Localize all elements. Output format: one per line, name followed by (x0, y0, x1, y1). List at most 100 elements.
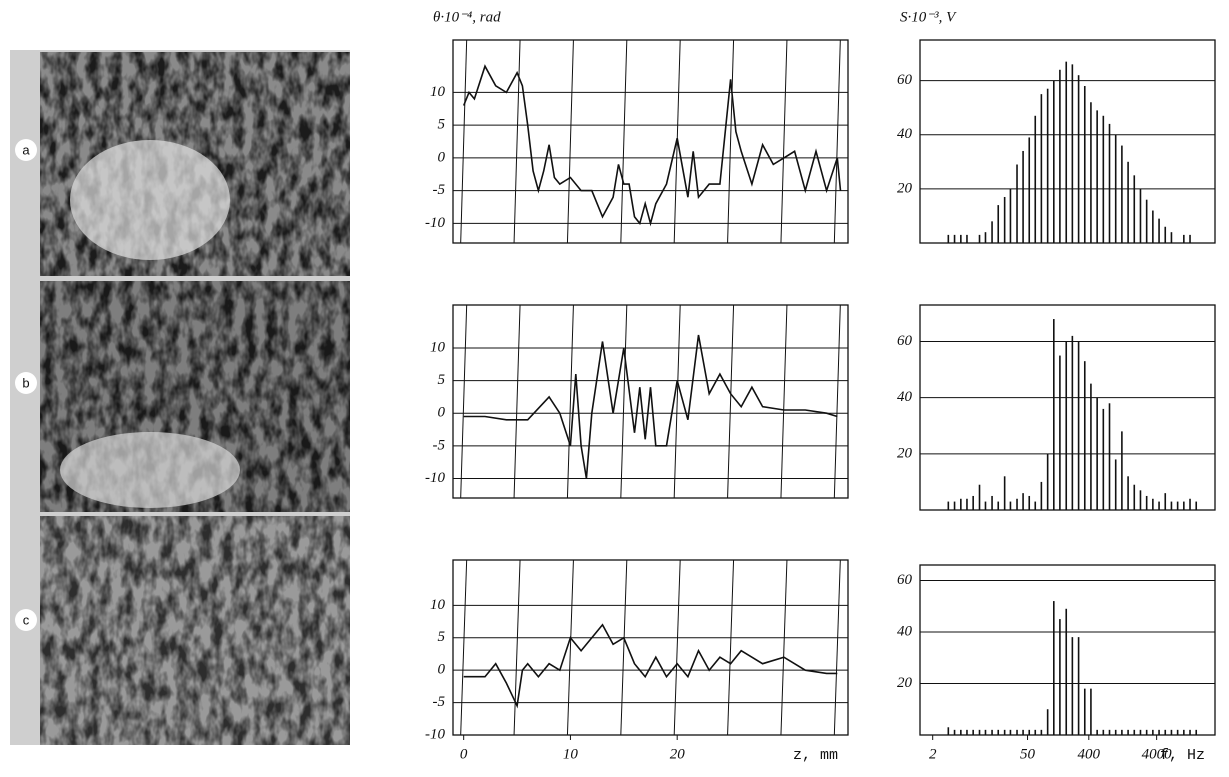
y-tick-label: 10 (430, 339, 446, 355)
y-tick-label: 20 (897, 180, 913, 196)
bar (1127, 162, 1129, 243)
bar (960, 730, 962, 735)
x-axis-label: z, mm (793, 747, 838, 764)
bar (1004, 476, 1006, 510)
bar (1158, 502, 1160, 510)
bar (1053, 81, 1055, 243)
grid-line (567, 305, 573, 498)
bar (1034, 116, 1036, 243)
bar (1047, 89, 1049, 243)
bar (1164, 730, 1166, 735)
y-axis-label: θ·10⁻⁴, rad (433, 9, 501, 25)
y-tick-label: 10 (430, 597, 446, 613)
plot-frame (453, 40, 848, 243)
y-tick-label: 60 (897, 333, 913, 349)
y-tick-label: -5 (433, 694, 446, 710)
bar (979, 485, 981, 510)
x-tick-label: 0 (460, 746, 468, 762)
photo-feature (70, 140, 230, 260)
bar (960, 235, 962, 243)
grid-line (834, 40, 840, 243)
plot-frame (920, 40, 1215, 243)
bar (1152, 211, 1154, 243)
bar (1171, 502, 1173, 510)
bar (1183, 235, 1185, 243)
y-tick-label: 5 (438, 629, 446, 645)
bar (972, 496, 974, 510)
bar (1084, 86, 1086, 243)
bar (1171, 232, 1173, 243)
y-tick-label: 60 (897, 72, 913, 88)
x-tick-label: 400 (1078, 746, 1101, 762)
y-tick-label: 0 (438, 405, 446, 421)
bar (1041, 482, 1043, 510)
bar (1004, 730, 1006, 735)
grid-line (567, 560, 573, 735)
photo-panel: a b c (10, 50, 350, 745)
grid-line (728, 560, 734, 735)
bar (954, 235, 956, 243)
bar (1127, 476, 1129, 510)
bar (1022, 730, 1024, 735)
grid-line (514, 305, 520, 498)
bar (1146, 730, 1148, 735)
bar (1177, 730, 1179, 735)
bar (1016, 165, 1018, 243)
bar (997, 502, 999, 510)
plot-frame (453, 305, 848, 498)
bar (1078, 75, 1080, 243)
bar (985, 730, 987, 735)
y-tick-label: 40 (897, 623, 913, 639)
y-tick-label: -5 (433, 437, 446, 453)
bar (1183, 730, 1185, 735)
grid-line (781, 560, 787, 735)
bar (1183, 502, 1185, 510)
y-tick-label: 5 (438, 372, 446, 388)
bar (1195, 730, 1197, 735)
bar (991, 730, 993, 735)
x-axis-label: f, Hz (1160, 747, 1205, 764)
bar (948, 235, 950, 243)
bar (948, 502, 950, 510)
bar (1022, 493, 1024, 510)
grid-line (781, 305, 787, 498)
y-tick-label: 20 (897, 445, 913, 461)
y-tick-label: -10 (425, 726, 445, 742)
bar (1034, 730, 1036, 735)
grid-line (514, 560, 520, 735)
bar (1152, 730, 1154, 735)
bar (979, 730, 981, 735)
y-tick-label: 0 (438, 662, 446, 678)
bar (1152, 499, 1154, 510)
data-line (464, 625, 838, 706)
y-tick-label: 10 (430, 84, 446, 100)
page: {"panel_labels": ["a", "b", "c"], "chart… (0, 0, 1229, 777)
data-line (464, 335, 838, 478)
bar (1022, 151, 1024, 243)
bar (1041, 730, 1043, 735)
bar (1133, 730, 1135, 735)
bar (1028, 137, 1030, 243)
x-tick-label: 50 (1020, 746, 1036, 762)
bar (1065, 609, 1067, 735)
plot-frame (453, 560, 848, 735)
bar (1121, 730, 1123, 735)
grid-line (728, 40, 734, 243)
photo-feature (60, 432, 240, 508)
bar (991, 496, 993, 510)
bar (1127, 730, 1129, 735)
bar (997, 730, 999, 735)
bar (1090, 102, 1092, 243)
y-tick-label: -10 (425, 470, 445, 486)
bar (1133, 485, 1135, 510)
y-tick-label: -10 (425, 215, 445, 231)
bar (1065, 342, 1067, 510)
bar (985, 232, 987, 243)
grid-line (567, 40, 573, 243)
bar (1115, 730, 1117, 735)
bar (1164, 493, 1166, 510)
bar (954, 502, 956, 510)
grid-line (621, 40, 627, 243)
bar (1041, 94, 1043, 243)
bar (1103, 116, 1105, 243)
